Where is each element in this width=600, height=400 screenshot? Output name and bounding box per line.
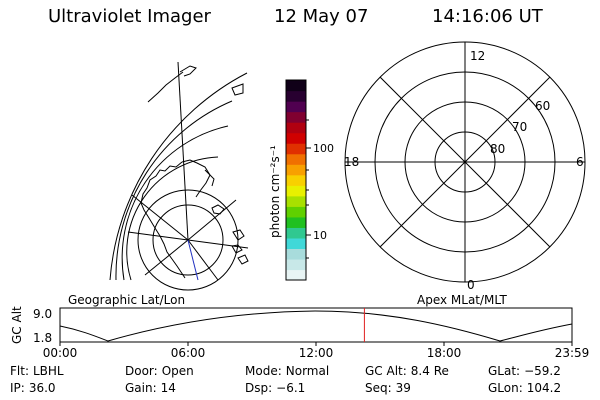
seq-info: Seq: 39 (365, 381, 411, 395)
colorbar-cell (286, 80, 306, 92)
mode-info: Mode: Normal (245, 364, 330, 378)
mlat-label-70: 70 (512, 120, 527, 134)
colorbar-cell (286, 185, 306, 197)
colorbar-frame (285, 79, 307, 281)
mlt-label-6: 6 (576, 155, 584, 169)
colorbar-cell (286, 216, 306, 228)
mlt-label-12: 12 (470, 49, 485, 63)
colorbar-cells (286, 80, 306, 281)
colorbar-ticks (306, 119, 311, 259)
time-tick-1200: 12:00 (299, 346, 334, 360)
colorbar: 100 10 photon cm⁻²s⁻¹ (268, 79, 334, 281)
meridian (144, 239, 189, 276)
coastline (140, 161, 186, 279)
mode-value: Normal (285, 364, 330, 378)
coastline (231, 83, 244, 96)
colorbar-cell (286, 153, 306, 165)
meridian (187, 199, 237, 241)
mlt-label-0: 0 (467, 278, 475, 292)
glat-value: −59.2 (524, 364, 561, 378)
meridian (177, 61, 189, 241)
colorbar-cell (286, 195, 306, 207)
alt-tick-9: 9.0 (33, 307, 52, 321)
geo-panel-label: Geographic Lat/Lon (68, 293, 185, 307)
colorbar-cell (286, 258, 306, 271)
colorbar-cell (286, 237, 306, 250)
alt-axis-label: GC Alt (10, 306, 24, 344)
gain-value: 14 (160, 381, 176, 395)
coastline (147, 71, 184, 103)
mlt-label-18: 18 (344, 155, 359, 169)
filter-value: LBHL (32, 364, 64, 378)
time-axis-ticks (59, 342, 573, 346)
colorbar-tick-100: 100 (313, 142, 334, 155)
colorbar-cell (286, 143, 306, 155)
gain-info: Gain: 14 (125, 381, 176, 395)
colorbar-cell (286, 227, 306, 239)
dsp-value: −6.1 (276, 381, 306, 395)
lat-circle (152, 204, 224, 276)
colorbar-cell (286, 122, 306, 134)
instrument-title: Ultraviolet Imager (48, 6, 211, 27)
glat-info: GLat: −59.2 (488, 364, 561, 378)
meridian (187, 239, 249, 249)
door-info: Door: Open (125, 364, 194, 378)
meridian (127, 231, 189, 241)
polar-panel-label: Apex MLat/MLT (417, 293, 507, 307)
boresight-track (187, 239, 199, 281)
time-tick-0000: 00:00 (43, 346, 78, 360)
time-tick-2359: 23:59 (555, 346, 590, 360)
altitude-plot-frame (59, 307, 573, 343)
colorbar-cell (286, 90, 306, 102)
glon-value: 104.2 (526, 381, 562, 395)
colorbar-cell (286, 101, 306, 113)
meridian (187, 239, 219, 281)
filter-info: Flt: LBHL (10, 364, 64, 378)
mlat-label-60: 60 (535, 99, 550, 113)
coastline (211, 204, 225, 215)
polar-plot (344, 41, 586, 283)
time-tick-1800: 18:00 (427, 346, 462, 360)
colorbar-cell (286, 248, 306, 260)
colorbar-cell (286, 111, 306, 123)
altitude-curve (59, 310, 573, 342)
seq-value: 39 (395, 381, 411, 395)
colorbar-tick-10: 10 (313, 229, 327, 242)
coastline (232, 229, 245, 241)
lat-circle (126, 156, 219, 281)
dsp-info: Dsp: −6.1 (245, 381, 306, 395)
coastline (181, 159, 211, 198)
alt-tick-1.8: 1.8 (33, 331, 52, 345)
colorbar-cell (286, 164, 306, 176)
door-value: Open (161, 364, 194, 378)
coastline (179, 65, 197, 77)
gc-alt-info: GC Alt: 8.4 Re (365, 364, 449, 378)
colorbar-cell (286, 174, 306, 186)
coastline (237, 254, 249, 265)
mlt-diagonal (379, 76, 551, 248)
colorbar-unit: photon cm⁻²s⁻¹ (268, 145, 282, 238)
lat-circle (121, 125, 229, 281)
ip-value: 36.0 (28, 381, 56, 395)
colorbar-cell (286, 206, 306, 218)
glon-info: GLon: 104.2 (488, 381, 562, 395)
lat-circle (115, 100, 233, 281)
mlat-label-80: 80 (490, 142, 505, 156)
geographic-map (109, 61, 249, 291)
colorbar-cell (286, 132, 306, 144)
observation-date: 12 May 07 (274, 6, 369, 27)
coastline (204, 169, 215, 187)
lat-circle (109, 72, 248, 281)
ip-info: IP: 36.0 (10, 381, 56, 395)
coastline (231, 244, 243, 254)
gc-alt-value: 8.4 Re (410, 364, 449, 378)
colorbar-cell (286, 269, 306, 281)
time-tick-0600: 06:00 (171, 346, 206, 360)
observation-time: 14:16:06 UT (432, 6, 543, 27)
